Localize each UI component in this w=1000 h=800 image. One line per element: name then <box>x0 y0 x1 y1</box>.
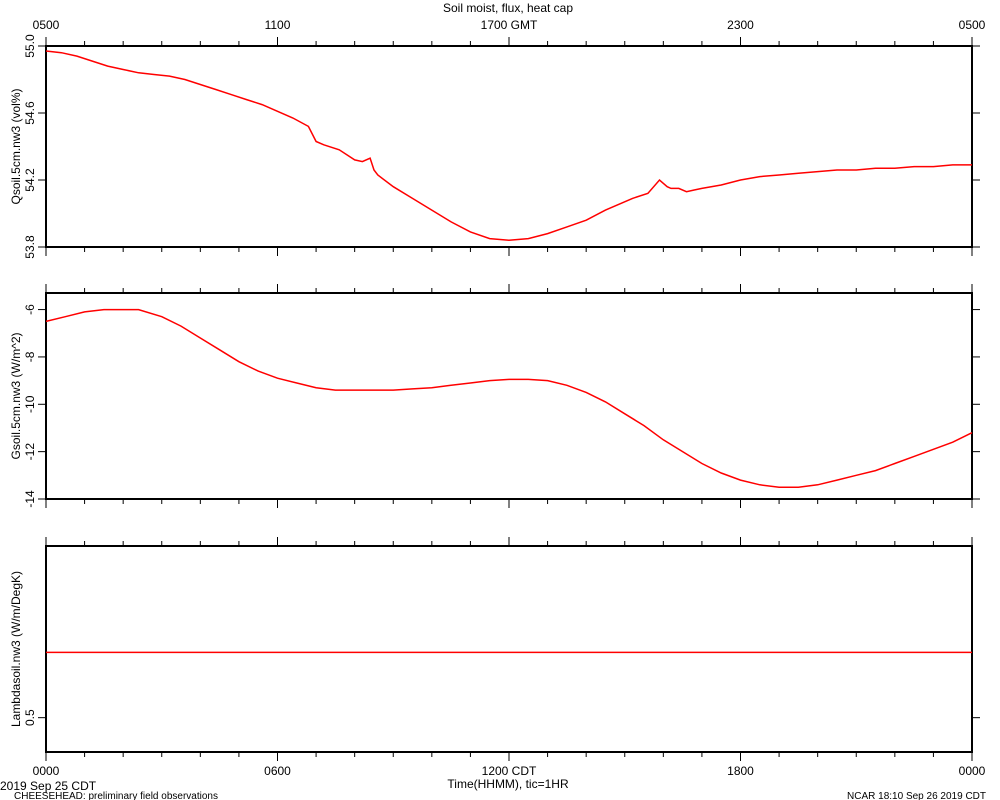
footer-date: 2019 Sep 25 CDT <box>0 779 97 793</box>
bottom-axis-tick-label: 1800 <box>727 764 754 778</box>
footer-project: CHEESEHEAD: preliminary field observatio… <box>14 791 218 800</box>
footer-stamp: NCAR 18:10 Sep 26 2019 CDT <box>847 791 986 800</box>
y-tick-label: -10 <box>23 395 37 413</box>
bottom-axis-tick-label: 1200 CDT <box>482 764 537 778</box>
y-tick-label: 55.0 <box>23 34 37 58</box>
x-axis-title: Time(HHMM), tic=1HR <box>447 777 569 791</box>
bottom-axis-tick-label: 0000 <box>33 764 60 778</box>
y-tick-label: -6 <box>23 304 37 315</box>
bottom-axis-tick-label: 0000 <box>959 764 986 778</box>
plot-frame <box>45 292 973 500</box>
y-tick-label: 54.6 <box>23 101 37 125</box>
top-axis-tick-label: 0500 <box>959 18 986 32</box>
y-axis-label: Lambdasoil.nw3 (W/m/DegK) <box>9 571 23 727</box>
plot-frame <box>45 545 973 753</box>
top-axis-tick-label: 1700 GMT <box>481 18 538 32</box>
chart-panel-2: -14 -12 -10 -8 -6 Gsoil.5cm.nw3 (W/m^2) <box>9 284 980 508</box>
y-tick-label: 53.8 <box>23 235 37 259</box>
top-axis-tick-label: 1100 <box>265 18 291 32</box>
y-tick-label: -12 <box>23 443 37 461</box>
y-axis-label: Qsoil.5cm.nw3 (vol%) <box>9 88 23 204</box>
y-tick-label: 54.2 <box>23 168 37 192</box>
y-tick-label: -14 <box>23 490 37 508</box>
y-tick-label: 0.5 <box>23 709 37 726</box>
y-tick-label: -8 <box>23 351 37 362</box>
plot-frame <box>45 45 973 248</box>
top-axis-tick-label: 0500 <box>33 18 60 32</box>
bottom-axis-tick-label: 0600 <box>264 764 291 778</box>
chart-panel-1: 53.8 54.2 54.6 55.0 Qsoil.5cm.nw3 (vol%) <box>9 34 980 259</box>
series-line <box>45 308 973 488</box>
bottom-time-axis: 0000 0600 1200 CDT 1800 0000 <box>33 764 986 778</box>
series-line <box>45 50 972 242</box>
y-axis-label: Gsoil.5cm.nw3 (W/m^2) <box>9 333 23 460</box>
top-axis-tick-label: 2300 <box>727 18 754 32</box>
chart-title: Soil moist, flux, heat cap <box>443 1 573 15</box>
top-time-axis: 0500 1100 1700 GMT 2300 0500 <box>33 18 986 32</box>
